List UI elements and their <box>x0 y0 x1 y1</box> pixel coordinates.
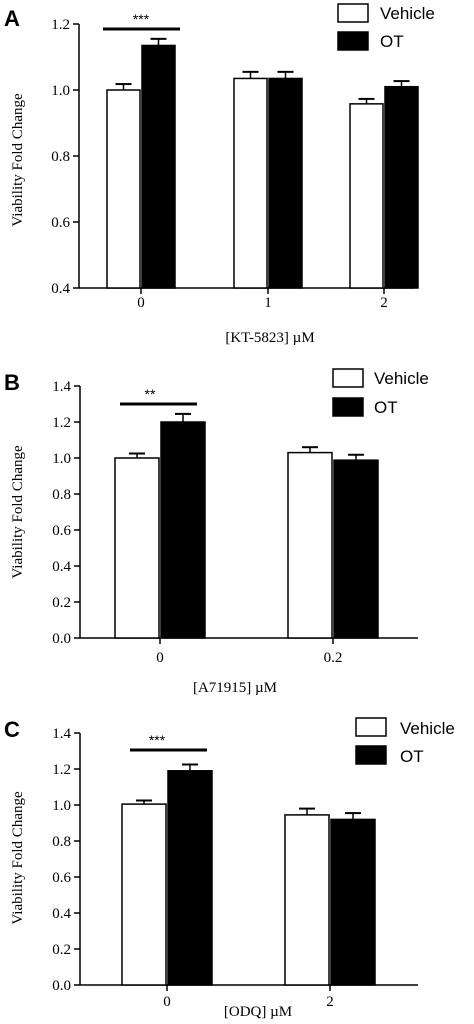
y-tick-label: 0.8 <box>52 834 71 850</box>
legend-b: Vehicle OT <box>332 368 429 417</box>
y-axis-label-a: Viability Fold Change <box>10 93 26 227</box>
y-ticks-a: 0.4 0.6 0.8 1.0 1.2 <box>51 17 79 297</box>
legend-swatch-ot-c <box>355 745 387 765</box>
legend-label-ot-c: OT <box>400 747 424 766</box>
bar-ot-0 <box>141 44 176 289</box>
bar-ot-0 <box>160 421 206 639</box>
x-axis-label-a: [KT-5823] µM <box>225 330 314 346</box>
y-tick-label: 1.4 <box>52 726 71 742</box>
x-tick-label: 2 <box>380 295 388 311</box>
y-tick-label: 0.4 <box>52 559 71 575</box>
y-axis-label-b: Viability Fold Change <box>10 445 26 579</box>
bar-vehicle-0.2 <box>287 451 333 639</box>
significance-label-a: *** <box>133 11 150 27</box>
y-tick-label: 1.2 <box>52 415 71 431</box>
y-tick-label: 0.8 <box>51 149 70 165</box>
legend-label-ot-a: OT <box>380 32 404 51</box>
bar-vehicle-0 <box>106 89 141 289</box>
legend-label-vehicle-a: Vehicle <box>380 4 435 23</box>
y-tick-label: 0.2 <box>52 595 71 611</box>
y-ticks-c: 0.0 0.2 0.4 0.6 0.8 1.0 1.2 1.4 <box>52 726 80 994</box>
x-tick-label: 0 <box>163 994 171 1010</box>
y-ticks-b: 0.0 0.2 0.4 0.6 0.8 1.0 1.2 1.4 <box>52 379 80 647</box>
legend-label-vehicle-c: Vehicle <box>400 719 455 738</box>
y-tick-label: 1.0 <box>51 83 70 99</box>
legend-label-vehicle-b: Vehicle <box>374 369 429 388</box>
bars-b <box>114 412 379 639</box>
y-tick-label: 1.4 <box>52 379 71 395</box>
y-tick-label: 1.0 <box>52 798 71 814</box>
legend-swatch-ot-b <box>332 397 364 417</box>
legend-swatch-vehicle-c <box>355 717 387 737</box>
legend-c: Vehicle OT <box>355 717 455 766</box>
bar-vehicle-2 <box>284 814 330 986</box>
y-tick-label: 0.6 <box>51 215 70 231</box>
x-tick-label: 0 <box>137 295 145 311</box>
y-axis-label-c: Viability Fold Change <box>10 791 26 925</box>
x-tick-label: 2 <box>326 994 334 1010</box>
y-tick-label: 0.4 <box>52 906 71 922</box>
bar-ot-2 <box>384 85 419 289</box>
legend-swatch-vehicle-b <box>332 368 364 388</box>
panel-a: A Viability Fold Change 0.40.60.81.01.2 … <box>4 3 435 346</box>
y-tick-label: 1.2 <box>52 762 71 778</box>
y-tick-label: 0.0 <box>52 631 71 647</box>
panel-letter-b: B <box>4 370 20 395</box>
x-tick-label: 0.2 <box>324 650 343 666</box>
panel-b: B Viability Fold Change 0.0 0.2 0.4 0.6 0.8 1… <box>4 368 429 696</box>
x-ticks-b: 0 0.2 <box>156 638 342 666</box>
panel-c: C Viability Fold Change 0.0 0.2 0.4 0.6 0.8 1… <box>4 717 455 1020</box>
bar-ot-2 <box>330 818 376 986</box>
y-tick-label: 1.2 <box>51 17 70 33</box>
bar-vehicle-1 <box>233 77 268 289</box>
bar-vehicle-0 <box>121 803 167 986</box>
bar-ot-0.2 <box>333 459 379 639</box>
bar-vehicle-0 <box>114 457 160 639</box>
y-tick-label: 0.6 <box>52 870 71 886</box>
y-tick-label: 0.8 <box>52 487 71 503</box>
x-ticks-a: 0 1 2 <box>137 288 388 311</box>
bar-ot-1 <box>268 77 303 289</box>
bar-vehicle-2 <box>349 103 384 289</box>
legend-a: Vehicle OT <box>337 3 435 51</box>
panel-letter-a: A <box>4 6 20 31</box>
x-axis-label-b: [A71915] µM <box>193 680 277 696</box>
bars-c <box>121 763 376 986</box>
legend-label-ot-b: OT <box>374 398 398 417</box>
y-tick-label: 0.0 <box>52 978 71 994</box>
y-tick-label: 0.6 <box>52 523 71 539</box>
y-tick-label: 1.0 <box>52 451 71 467</box>
panel-letter-c: C <box>4 717 20 742</box>
x-tick-label: 0 <box>156 650 164 666</box>
legend-swatch-vehicle-a <box>337 3 369 23</box>
bars-a <box>106 37 419 289</box>
legend-swatch-ot-a <box>337 31 369 51</box>
bar-ot-0 <box>167 770 213 986</box>
significance-label-b: ** <box>145 386 156 402</box>
x-tick-label: 1 <box>264 295 272 311</box>
x-axis-label-c: [ODQ] µM <box>224 1004 292 1020</box>
y-tick-label: 0.4 <box>51 281 70 297</box>
significance-label-c: *** <box>149 732 166 748</box>
y-tick-label: 0.2 <box>52 942 71 958</box>
